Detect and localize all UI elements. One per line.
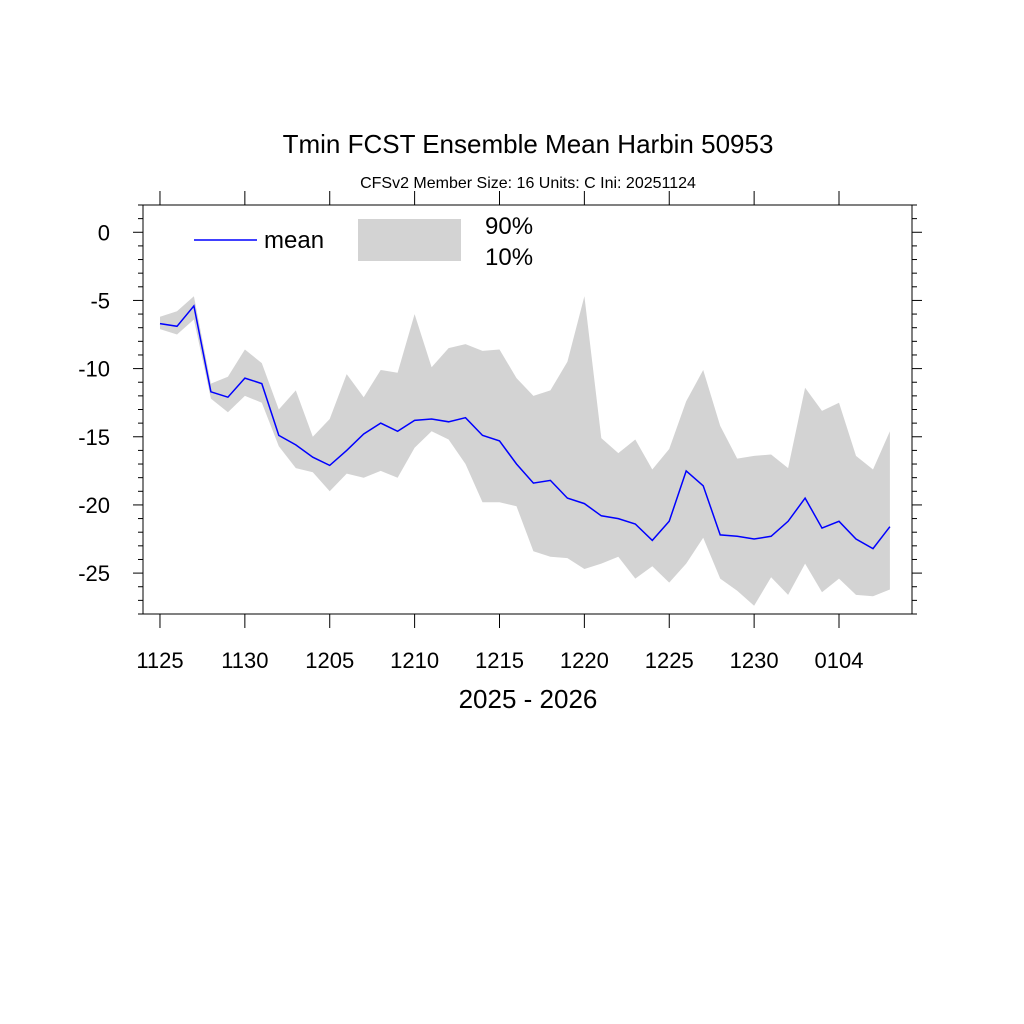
y-tick-label: -20 <box>78 493 110 518</box>
y-tick-label: -15 <box>78 425 110 450</box>
x-tick-label: 1205 <box>305 648 354 673</box>
y-tick-label: 0 <box>98 220 110 245</box>
x-tick-label: 0104 <box>815 648 864 673</box>
chart: Tmin FCST Ensemble Mean Harbin 50953 CFS… <box>0 0 1024 1024</box>
y-tick-label: -10 <box>78 357 110 382</box>
percentile-band-area <box>160 296 890 606</box>
x-tick-label: 1215 <box>475 648 524 673</box>
legend-band-lower-label: 10% <box>485 244 533 271</box>
x-axis-label: 2025 - 2026 <box>459 684 598 714</box>
legend: mean 90% 10% <box>194 213 533 271</box>
percentile-band-layer <box>160 296 890 606</box>
x-tick-label: 1230 <box>730 648 779 673</box>
x-tick-label: 1220 <box>560 648 609 673</box>
y-tick-label: -5 <box>90 288 110 313</box>
legend-mean-label: mean <box>264 227 324 254</box>
x-tick-label: 1225 <box>645 648 694 673</box>
chart-subtitle: CFSv2 Member Size: 16 Units: C Ini: 2025… <box>360 175 696 192</box>
x-tick-label: 1130 <box>221 648 268 673</box>
y-tick-label: -25 <box>78 561 110 586</box>
x-tick-label: 1125 <box>136 648 183 673</box>
x-tick-label: 1210 <box>390 648 439 673</box>
legend-band-upper-label: 90% <box>485 213 533 240</box>
legend-band-swatch <box>358 219 461 261</box>
chart-title: Tmin FCST Ensemble Mean Harbin 50953 <box>283 129 774 159</box>
